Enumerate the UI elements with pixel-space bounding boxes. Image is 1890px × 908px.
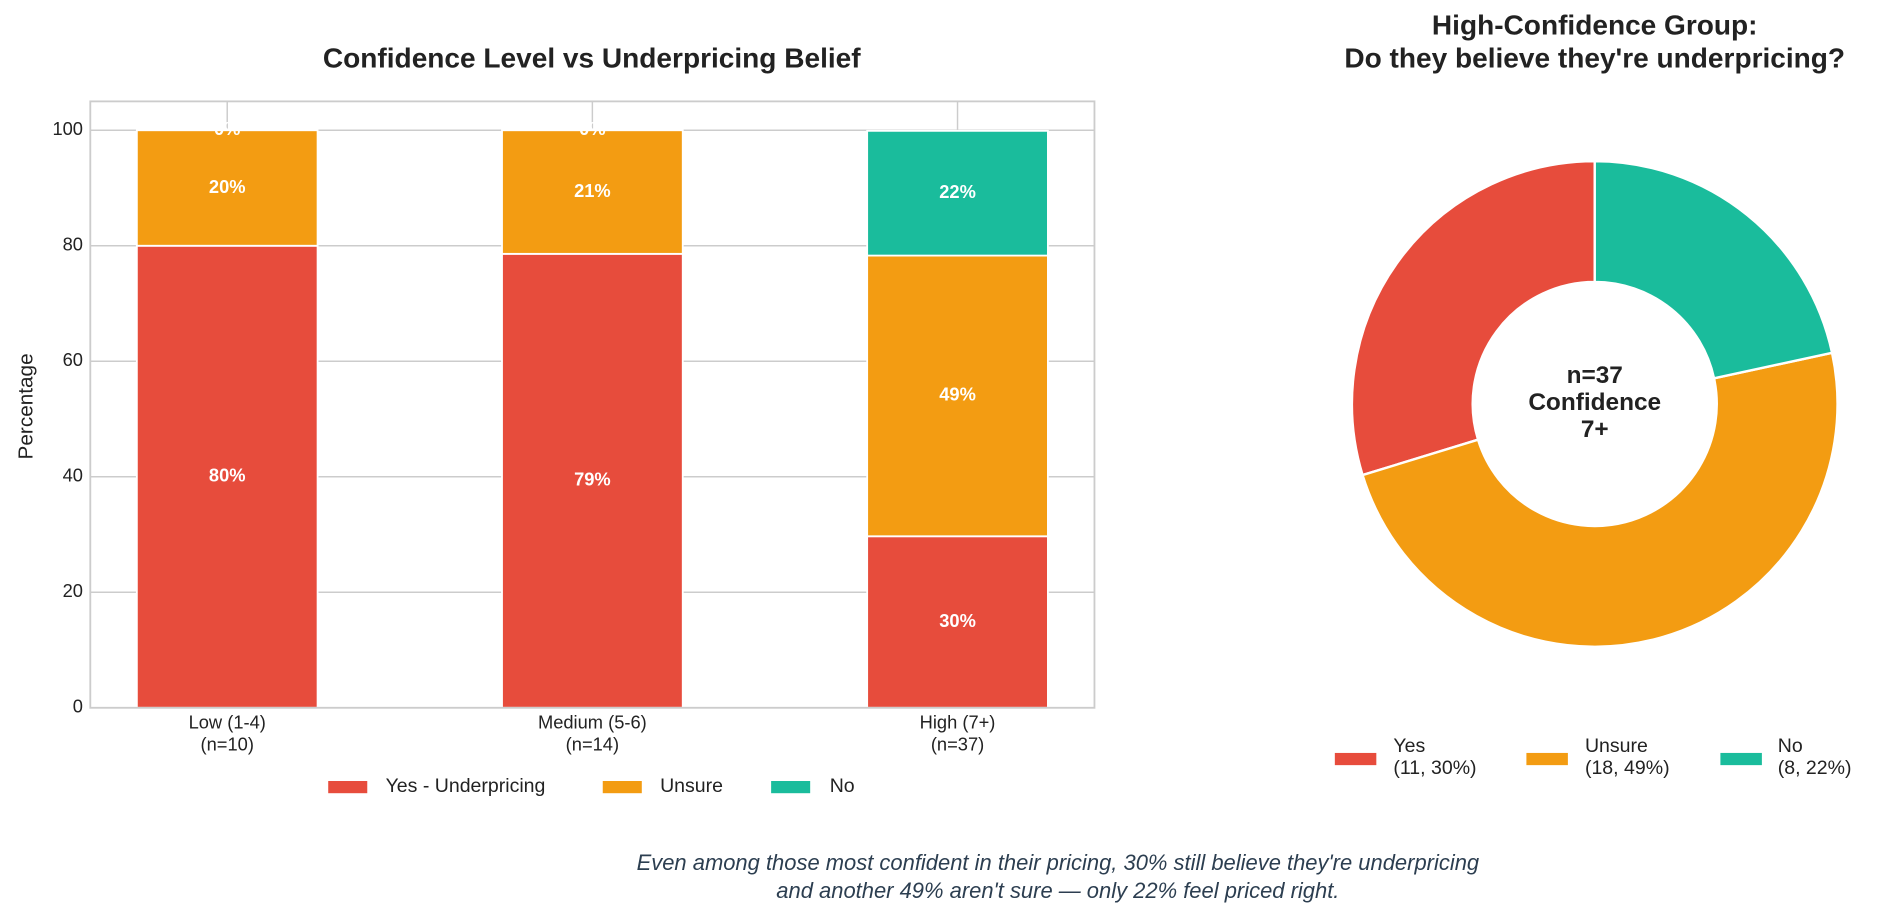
donut-slice	[1361, 351, 1839, 648]
legend-label: Unsure	[1585, 735, 1648, 757]
donut-slice	[1350, 159, 1596, 477]
value-label: 49%	[939, 384, 976, 405]
x-tick-label: High (7+) (n=37)	[920, 711, 996, 754]
x-tick-label: Low (1-4) (n=10)	[189, 711, 266, 754]
legend-value-label: (11, 30%)	[1393, 757, 1476, 779]
value-label: 20%	[209, 176, 246, 197]
y-tick-label: 100	[52, 118, 83, 139]
bar-segment	[866, 254, 1049, 538]
legend-value-label: (8, 22%)	[1778, 757, 1852, 779]
bar-segment	[866, 129, 1049, 257]
legend-value-label: (18, 49%)	[1585, 757, 1670, 779]
value-label: 0%	[214, 118, 240, 139]
bar-segment	[501, 129, 684, 255]
donut-slice	[1593, 159, 1834, 380]
pie-title: High-Confidence Group: Do they believe th…	[1344, 10, 1845, 74]
legend-swatch	[1720, 752, 1762, 766]
value-label: 22%	[939, 181, 976, 202]
legend-label: Yes	[1393, 735, 1425, 757]
caption: Even among those most confident in their…	[637, 850, 1480, 903]
value-label: 21%	[574, 180, 611, 201]
bar-title: Confidence Level vs Underpricing Belief	[323, 42, 861, 73]
y-axis-label: Percentage	[14, 353, 37, 459]
bar-segment	[135, 244, 319, 709]
legend-swatch	[602, 780, 642, 794]
y-tick-label: 80	[63, 234, 83, 255]
y-tick-label: 40	[63, 465, 83, 486]
value-label: 0%	[579, 118, 605, 139]
legend-label: No	[1778, 735, 1803, 757]
value-label: 79%	[574, 469, 611, 490]
value-label: 30%	[939, 610, 976, 631]
legend-swatch	[1334, 752, 1377, 766]
pie-center-text: n=37 Confidence 7+	[1528, 363, 1661, 444]
y-tick-label: 20	[63, 580, 83, 601]
y-tick-label: 0	[73, 696, 83, 717]
legend-label: No	[830, 775, 855, 797]
plot-frame	[89, 100, 1096, 709]
x-tick-label: Medium (5-6) (n=14)	[538, 711, 647, 754]
y-tick-label: 60	[63, 349, 83, 370]
legend-swatch	[771, 780, 811, 794]
value-label: 80%	[209, 465, 246, 486]
legend-swatch	[328, 780, 368, 794]
legend-label: Yes - Underpricing	[386, 775, 546, 797]
legend-swatch	[1526, 752, 1568, 766]
legend-label: Unsure	[660, 775, 723, 797]
bar-segment	[135, 129, 319, 247]
